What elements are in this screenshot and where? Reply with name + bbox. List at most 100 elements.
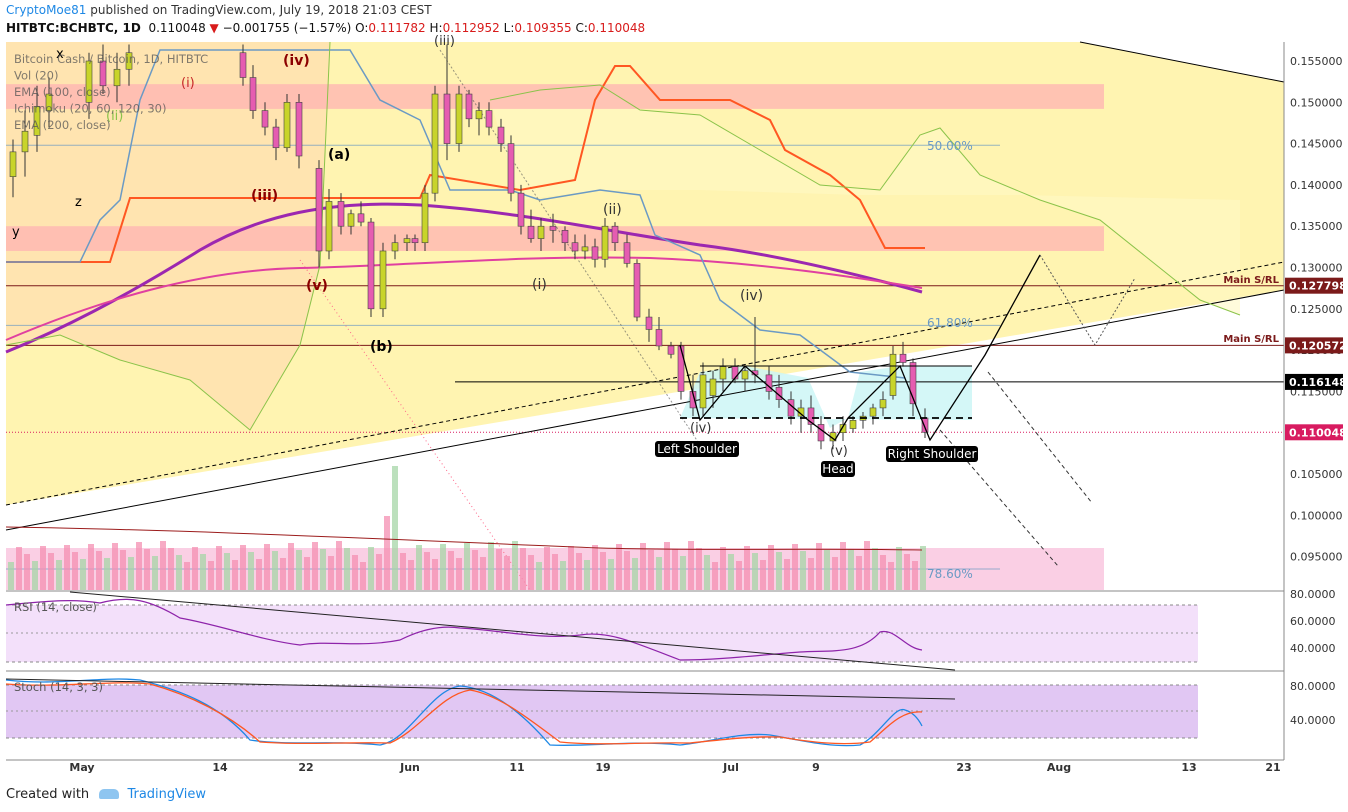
candle-body [21, 130, 29, 153]
price-tick: 0.095000 [1290, 551, 1343, 564]
volume-bar [496, 549, 502, 590]
volume-bar [464, 543, 470, 590]
legend-entry: EMA (100, close) [14, 85, 111, 99]
candle-body [709, 378, 717, 396]
volume-bar [640, 543, 646, 590]
volume-bar [872, 548, 878, 590]
volume-bar [176, 555, 182, 590]
volume-bar [744, 546, 750, 590]
wave-label: (iii) [434, 34, 455, 49]
candle-body [45, 93, 53, 111]
wave-label: (iv) [690, 421, 711, 436]
candle-body [645, 316, 653, 330]
candle-body [909, 362, 917, 405]
volume-ma-line [5, 526, 923, 551]
volume-bar [656, 557, 662, 590]
wave-label: y [12, 225, 20, 240]
candle-body [113, 68, 121, 87]
price-tick: 0.135000 [1290, 220, 1343, 233]
rsi-title: RSI (14, close) [14, 600, 97, 614]
wave-label: (iv) [740, 288, 763, 304]
volume-bar [152, 556, 158, 590]
time-tick: 14 [212, 761, 228, 774]
time-tick: 21 [1265, 761, 1280, 774]
rsi-tick: 80.0000 [1290, 588, 1336, 601]
volume-bar [616, 544, 622, 590]
ema100-line [5, 202, 923, 354]
volume-bar [752, 553, 758, 590]
volume-bar [104, 558, 110, 590]
candle-body [99, 60, 107, 87]
candle-body [391, 242, 399, 252]
wave-label: (iv) [283, 53, 310, 69]
volume-bar [480, 557, 486, 590]
price-tag-bg [1285, 373, 1343, 390]
volume-bar [536, 562, 542, 590]
volume-bar [544, 547, 550, 590]
volume-bar [728, 554, 734, 590]
volume-bar [664, 542, 670, 590]
candle-body [839, 424, 847, 434]
volume-bar [712, 562, 718, 590]
time-tick: 9 [812, 761, 820, 774]
volume-bar [144, 549, 150, 590]
volume-bar [56, 560, 62, 590]
volume-bar [216, 546, 222, 590]
trendline-upper [1079, 41, 1285, 83]
fib-label-618: 61.80% [927, 316, 973, 330]
volume-bar [776, 552, 782, 590]
volume-bar [704, 555, 710, 590]
rsi-tick: 60.0000 [1290, 615, 1336, 628]
candle-body [239, 52, 247, 78]
pattern-outline [679, 254, 1041, 442]
created-with-label: Created with [6, 787, 90, 802]
volume-bar [288, 543, 294, 590]
volume-bar [880, 555, 886, 590]
candle-body [633, 263, 641, 318]
volume-bar [624, 551, 630, 590]
volume-bar [376, 554, 382, 590]
candle-body [295, 102, 303, 157]
time-tick: 19 [595, 761, 610, 774]
candle-body [325, 201, 333, 252]
volume-bar [720, 547, 726, 590]
trendline [5, 289, 1285, 531]
pattern-label-bg [886, 446, 978, 462]
volume-bar [648, 550, 654, 590]
price-tag-bg [1285, 277, 1343, 294]
candle-body [411, 238, 419, 244]
volume-bar [40, 546, 46, 590]
candle-body [601, 225, 609, 260]
candle-body [249, 77, 257, 111]
tradingview-link[interactable]: TradingView [127, 787, 206, 802]
volume-bar [232, 560, 238, 590]
volume-bar [400, 553, 406, 590]
volume-bar [736, 561, 742, 590]
time-tick: May [69, 761, 94, 774]
wave-label: (a) [328, 147, 350, 163]
volume-bar [472, 550, 478, 590]
price-tag: 0.110048 [1289, 426, 1347, 439]
pattern-label: Left Shoulder [657, 442, 737, 456]
volume-bar [200, 554, 206, 590]
volume-bar [296, 550, 302, 590]
projection-dotted [1039, 254, 1136, 346]
time-tick: 23 [956, 761, 971, 774]
volume-bar [256, 559, 262, 590]
candle-body [655, 329, 663, 347]
price-change: −0.001755 (−1.57%) [222, 21, 352, 35]
volume-bar [696, 548, 702, 590]
footer: Created with TradingView [6, 787, 206, 802]
candle-body [537, 225, 545, 239]
wave-label: (i) [181, 76, 195, 91]
candle-body [337, 201, 345, 227]
volume-bar [584, 560, 590, 590]
volume-bar [768, 545, 774, 590]
volume-bar [128, 557, 134, 590]
volume-bar [816, 543, 822, 590]
high-label: H: [429, 21, 443, 35]
price-tag-bg [1285, 337, 1343, 354]
close-value: 0.110048 [587, 21, 646, 35]
author-link[interactable]: CryptoMoe81 [6, 3, 87, 17]
